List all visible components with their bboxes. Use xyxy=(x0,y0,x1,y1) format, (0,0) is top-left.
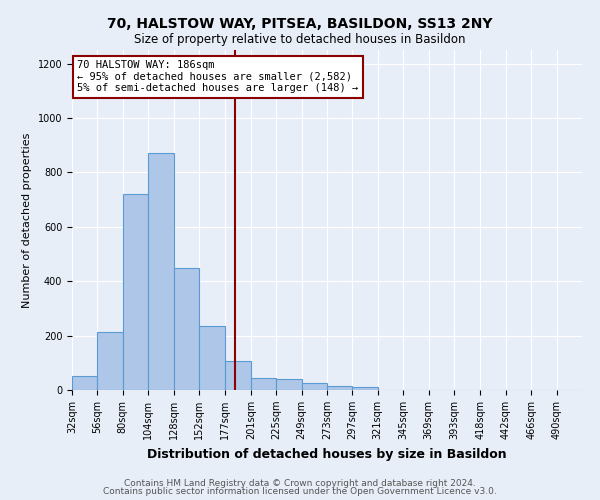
Bar xyxy=(226,362,251,390)
Text: Size of property relative to detached houses in Basildon: Size of property relative to detached ho… xyxy=(134,32,466,46)
Bar xyxy=(352,388,378,390)
X-axis label: Distribution of detached houses by size in Basildon: Distribution of detached houses by size … xyxy=(147,448,507,460)
Bar xyxy=(148,154,173,390)
Bar xyxy=(123,194,148,390)
Bar xyxy=(97,332,123,390)
Bar xyxy=(72,376,97,390)
Text: 70, HALSTOW WAY, PITSEA, BASILDON, SS13 2NY: 70, HALSTOW WAY, PITSEA, BASILDON, SS13 … xyxy=(107,18,493,32)
Bar xyxy=(173,268,199,390)
Y-axis label: Number of detached properties: Number of detached properties xyxy=(22,132,32,308)
Text: 70 HALSTOW WAY: 186sqm
← 95% of detached houses are smaller (2,582)
5% of semi-d: 70 HALSTOW WAY: 186sqm ← 95% of detached… xyxy=(77,60,358,94)
Bar xyxy=(199,326,226,390)
Text: Contains HM Land Registry data © Crown copyright and database right 2024.: Contains HM Land Registry data © Crown c… xyxy=(124,478,476,488)
Bar xyxy=(276,379,302,390)
Bar xyxy=(251,378,276,390)
Text: Contains public sector information licensed under the Open Government Licence v3: Contains public sector information licen… xyxy=(103,487,497,496)
Bar xyxy=(302,383,327,390)
Bar xyxy=(327,386,352,390)
